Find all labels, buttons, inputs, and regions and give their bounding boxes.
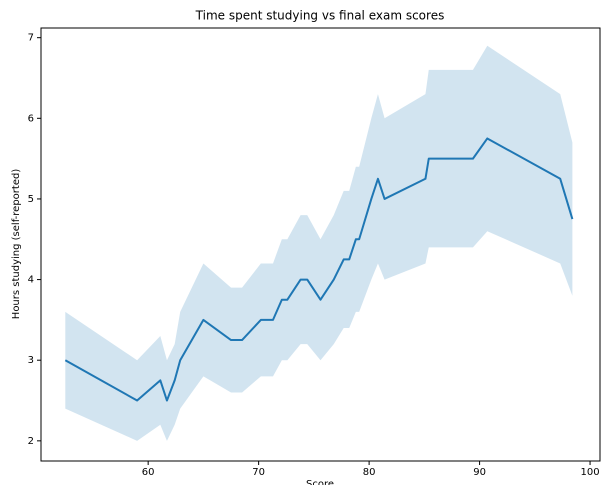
y-tick-label: 6 (28, 113, 34, 124)
y-axis-label: Hours studying (self-reported) (11, 169, 22, 320)
x-tick-label: 70 (252, 467, 265, 478)
chart-title: Time spent studying vs final exam scores (195, 9, 445, 23)
y-tick-label: 2 (28, 436, 34, 447)
y-tick-label: 3 (28, 355, 34, 366)
x-tick-label: 80 (363, 467, 376, 478)
line (64, 137, 574, 402)
y-tick-label: 5 (28, 194, 34, 205)
y-tick-label: 7 (28, 33, 34, 44)
x-tick-label: 60 (142, 467, 155, 478)
x-tick-label: 90 (473, 467, 486, 478)
y-tick-label: 4 (28, 275, 34, 286)
x-tick-label: 100 (581, 467, 600, 478)
x-axis-label: Score (306, 479, 334, 485)
confidence-band (65, 45, 573, 441)
plot-frame (40, 27, 601, 462)
